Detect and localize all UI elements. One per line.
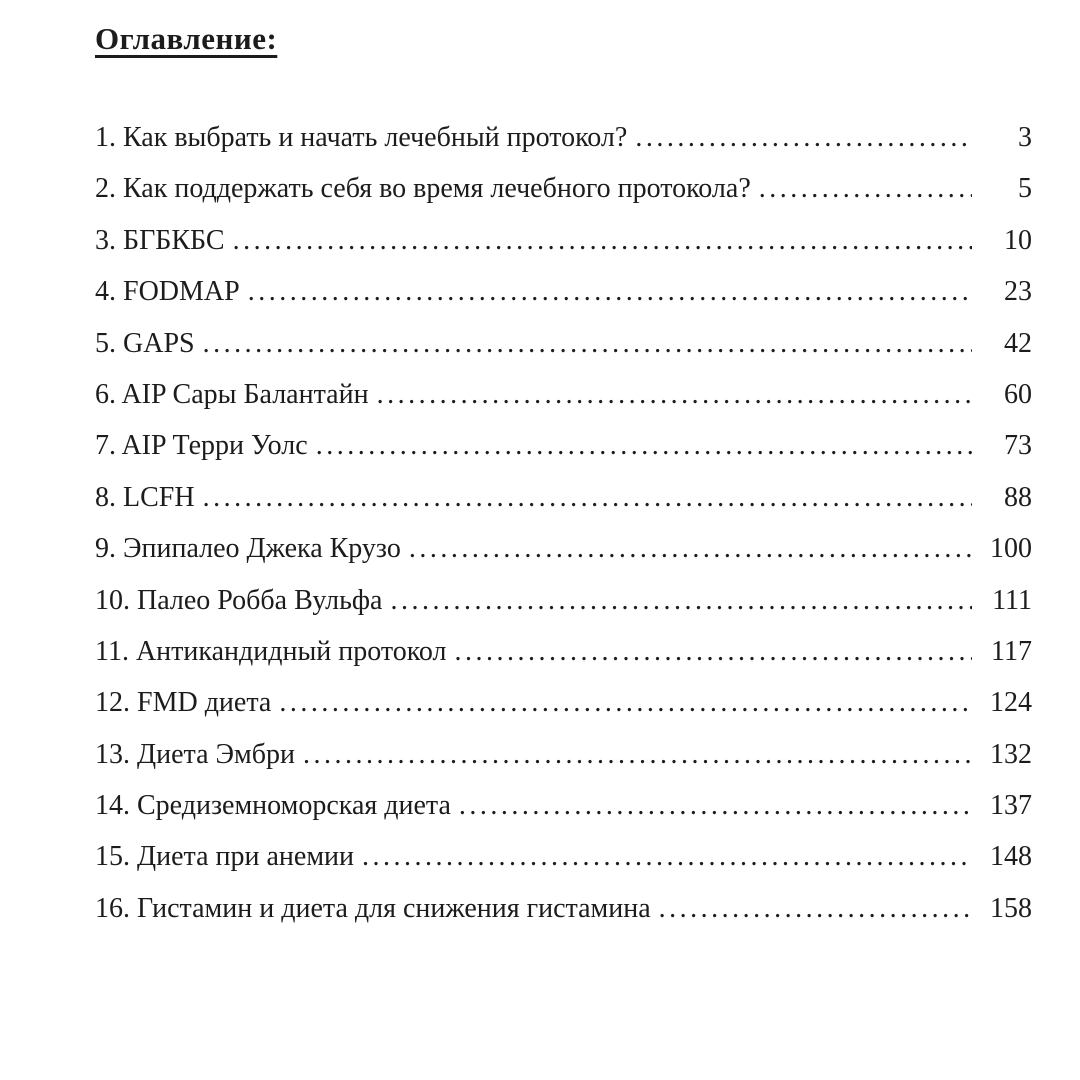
toc-entry-label: 8. LCFH	[95, 481, 195, 513]
toc-entry-label: 11. Антикандидный протокол	[95, 635, 447, 667]
toc-entry-page-number: 23	[1004, 276, 1032, 308]
toc-entry-page-number: 117	[991, 635, 1032, 667]
toc-entry-page-number: 158	[990, 892, 1032, 924]
dot-leader: ........................................…	[315, 430, 972, 462]
toc-entry-page-number: 148	[990, 841, 1032, 873]
toc-entry: 6. AIP Сары Балантайн ..................…	[95, 379, 1032, 430]
page-title: Оглавление:	[95, 21, 278, 56]
toc-entry-label: 15. Диета при анемии	[95, 841, 355, 873]
dot-leader: ........................................…	[408, 533, 972, 565]
toc-entry-label: 13. Диета Эмбри	[95, 738, 295, 770]
dot-leader: ........................................…	[202, 481, 972, 513]
toc-entry-page-number: 137	[990, 790, 1032, 822]
dot-leader: ........................................…	[247, 276, 972, 308]
toc-entry: 16. Гистамин и диета для снижения гистам…	[95, 893, 1032, 944]
toc-entry-label: 12. FMD диета	[95, 687, 272, 719]
toc-entry: 9. Эпипалео Джека Крузо ................…	[95, 533, 1032, 584]
dot-leader: ........................................…	[376, 378, 972, 410]
toc-entry-label: 2. Как поддержать себя во время лечебног…	[95, 173, 751, 205]
dot-leader: ........................................…	[635, 122, 972, 153]
toc-entry-label: 14. Средиземноморская диета	[95, 790, 451, 822]
dot-leader: ........................................…	[279, 687, 972, 719]
dot-leader: ........................................…	[758, 173, 972, 205]
toc-entry-label: 4. FODMAP	[95, 276, 240, 308]
toc-entry: 3. БГБКБС ..............................…	[95, 225, 1032, 276]
toc-entry: 8. LCFH ................................…	[95, 482, 1032, 533]
toc-entry-page-number: 42	[1004, 327, 1032, 359]
toc-entry-label: 6. AIP Сары Балантайн	[95, 378, 369, 410]
toc-entry-page-number: 3	[1018, 122, 1032, 153]
toc-entry: 13. Диета Эмбри ........................…	[95, 739, 1032, 790]
toc-entry-label: 7. AIP Терри Уолс	[95, 430, 308, 462]
table-of-contents: 1. Как выбрать и начать лечебный протоко…	[95, 122, 1032, 944]
toc-entry: 10. Палео Робба Вульфа .................…	[95, 585, 1032, 636]
toc-entry: 15. Диета при анемии ...................…	[95, 841, 1032, 892]
toc-entry-label: 3. БГБКБС	[95, 224, 225, 256]
dot-leader: ........................................…	[454, 635, 972, 667]
dot-leader: ........................................…	[362, 841, 972, 873]
toc-entry-page-number: 5	[1018, 173, 1032, 205]
dot-leader: ........................................…	[302, 738, 972, 770]
toc-entry-page-number: 88	[1004, 481, 1032, 513]
toc-entry: 1. Как выбрать и начать лечебный протоко…	[95, 122, 1032, 173]
toc-entry-page-number: 100	[990, 533, 1032, 565]
toc-entry-label: 10. Палео Робба Вульфа	[95, 584, 383, 616]
toc-entry-label: 16. Гистамин и диета для снижения гистам…	[95, 892, 651, 924]
toc-entry-page-number: 10	[1004, 224, 1032, 256]
dot-leader: ........................................…	[658, 892, 972, 924]
toc-entry: 7. AIP Терри Уолс ......................…	[95, 430, 1032, 481]
dot-leader: ........................................…	[458, 790, 972, 822]
toc-entry: 12. FMD диета ..........................…	[95, 687, 1032, 738]
toc-entry: 4. FODMAP ..............................…	[95, 276, 1032, 327]
toc-entry: 5. GAPS ................................…	[95, 328, 1032, 379]
toc-entry: 11. Антикандидный протокол .............…	[95, 636, 1032, 687]
toc-entry-page-number: 111	[992, 584, 1032, 616]
toc-entry: 2. Как поддержать себя во время лечебног…	[95, 173, 1032, 224]
toc-entry-page-number: 60	[1004, 378, 1032, 410]
dot-leader: ........................................…	[202, 327, 972, 359]
dot-leader: ........................................…	[232, 224, 972, 256]
dot-leader: ........................................…	[390, 584, 972, 616]
toc-entry-page-number: 124	[990, 687, 1032, 719]
toc-entry: 14. Средиземноморская диета ............…	[95, 790, 1032, 841]
toc-entry-label: 5. GAPS	[95, 327, 195, 359]
toc-entry-page-number: 132	[990, 738, 1032, 770]
toc-entry-label: 9. Эпипалео Джека Крузо	[95, 533, 401, 565]
toc-entry-label: 1. Как выбрать и начать лечебный протоко…	[95, 122, 628, 153]
toc-entry-page-number: 73	[1004, 430, 1032, 462]
